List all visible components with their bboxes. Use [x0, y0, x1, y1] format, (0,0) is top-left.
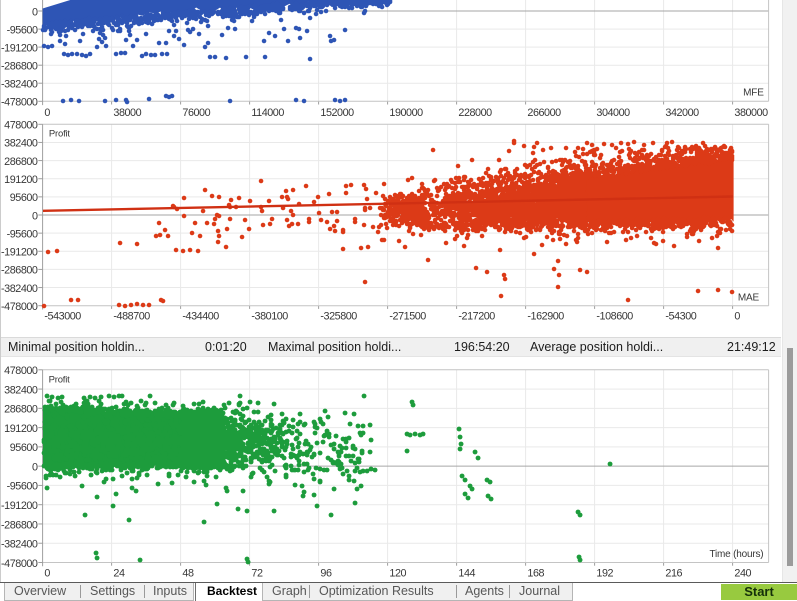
svg-text:38000: 38000 [113, 107, 141, 118]
svg-text:190000: 190000 [389, 107, 423, 118]
svg-text:-286800: -286800 [1, 61, 38, 73]
svg-text:-162900: -162900 [527, 310, 564, 322]
svg-text:-478000: -478000 [1, 558, 38, 570]
svg-text:342000: 342000 [665, 107, 699, 118]
svg-text:380000: 380000 [734, 107, 768, 118]
svg-text:120: 120 [389, 568, 406, 580]
svg-text:-54300: -54300 [665, 310, 696, 322]
svg-text:72: 72 [251, 568, 263, 580]
svg-text:478000: 478000 [4, 365, 38, 377]
svg-text:-95600: -95600 [7, 24, 38, 36]
svg-text:240: 240 [734, 568, 751, 580]
svg-text:-191200: -191200 [1, 247, 38, 259]
svg-text:286800: 286800 [4, 404, 38, 416]
svg-text:168: 168 [527, 568, 544, 580]
svg-text:-191200: -191200 [1, 500, 38, 512]
svg-text:96: 96 [320, 568, 332, 580]
svg-text:266000: 266000 [527, 107, 561, 118]
svg-text:0: 0 [734, 310, 740, 322]
svg-text:-217200: -217200 [458, 310, 495, 322]
svg-text:152000: 152000 [320, 107, 354, 118]
svg-text:0: 0 [32, 6, 38, 18]
svg-text:0: 0 [44, 107, 50, 118]
svg-text:-286800: -286800 [1, 265, 38, 277]
svg-text:48: 48 [182, 568, 194, 580]
svg-text:-478000: -478000 [1, 301, 38, 313]
svg-text:-382400: -382400 [1, 539, 38, 551]
svg-text:-382400: -382400 [1, 283, 38, 295]
svg-text:-95600: -95600 [7, 481, 38, 493]
svg-text:304000: 304000 [596, 107, 630, 118]
svg-text:191200: 191200 [4, 174, 38, 186]
svg-text:-325800: -325800 [320, 310, 357, 322]
svg-text:-488700: -488700 [113, 310, 150, 322]
svg-text:216: 216 [665, 568, 682, 580]
svg-text:382400: 382400 [4, 138, 38, 150]
svg-text:-271500: -271500 [389, 310, 426, 322]
svg-text:-108600: -108600 [596, 310, 633, 322]
svg-text:-191200: -191200 [1, 42, 38, 54]
svg-text:0: 0 [32, 461, 38, 473]
svg-text:76000: 76000 [182, 107, 210, 118]
svg-text:0: 0 [44, 568, 50, 580]
svg-text:144: 144 [458, 568, 475, 580]
svg-text:-382400: -382400 [1, 79, 38, 91]
svg-text:Profit: Profit [49, 375, 71, 386]
svg-text:Profit: Profit [49, 129, 71, 140]
svg-text:95600: 95600 [10, 442, 38, 454]
svg-text:95600: 95600 [10, 192, 38, 204]
svg-text:MAE: MAE [738, 292, 760, 303]
svg-text:-543000: -543000 [44, 310, 81, 322]
svg-text:Time (hours): Time (hours) [709, 549, 763, 560]
svg-text:114000: 114000 [251, 107, 284, 118]
svg-text:-434400: -434400 [182, 310, 219, 322]
svg-text:192: 192 [596, 568, 613, 580]
svg-text:286800: 286800 [4, 156, 38, 168]
svg-text:191200: 191200 [4, 423, 38, 435]
svg-text:478000: 478000 [4, 120, 38, 132]
svg-text:0: 0 [32, 210, 38, 222]
svg-text:228000: 228000 [458, 107, 492, 118]
svg-text:-95600: -95600 [7, 228, 38, 240]
svg-text:24: 24 [113, 568, 125, 580]
svg-text:MFE: MFE [743, 88, 764, 99]
svg-text:-286800: -286800 [1, 519, 38, 531]
svg-text:382400: 382400 [4, 384, 38, 396]
svg-text:-478000: -478000 [1, 97, 38, 109]
svg-text:-380100: -380100 [251, 310, 288, 322]
